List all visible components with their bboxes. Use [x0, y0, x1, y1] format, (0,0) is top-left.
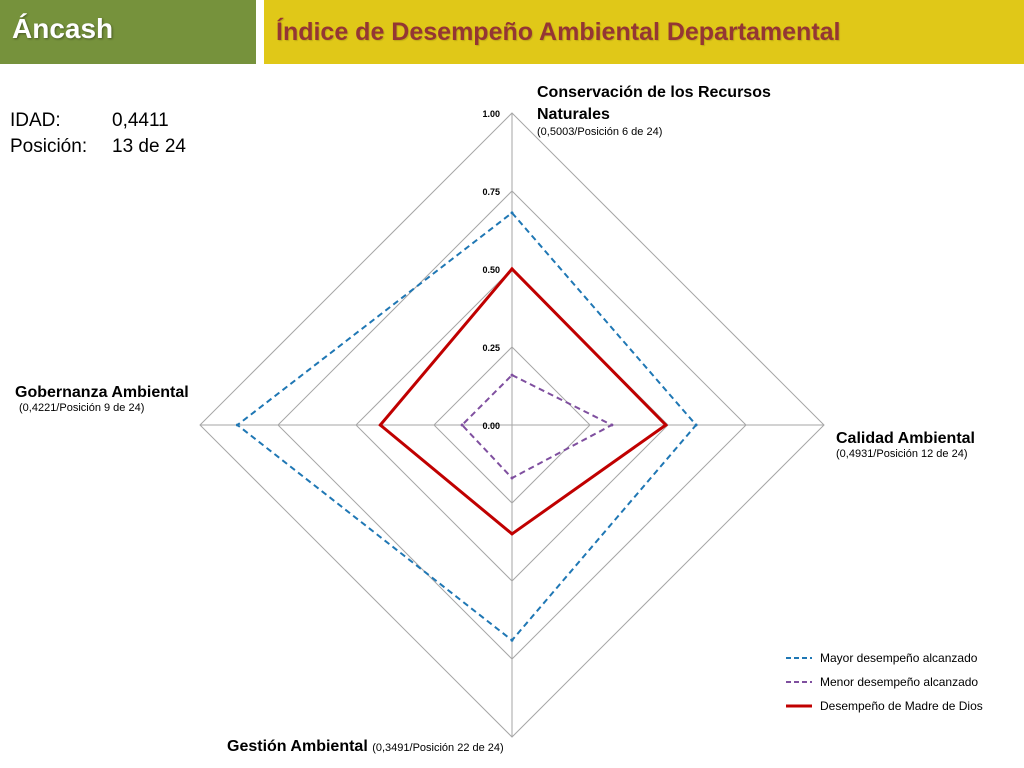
series-2-point-0: [510, 267, 514, 271]
axis-name-gestion: Gestión Ambiental: [227, 738, 368, 755]
position-label: Posición:: [10, 136, 88, 157]
axis-name-conservacion: Conservación de los Recursos Naturales: [537, 84, 771, 123]
axis-detail-gobernanza: (0,4221/Posición 9 de 24): [19, 402, 145, 414]
summary-block: IDAD: 0,4411 Posición: 13 de 24: [10, 108, 186, 160]
page-title: Índice de Desempeño Ambiental Departamen…: [276, 18, 841, 46]
series-0-point-1: [694, 423, 698, 427]
tick-label-0: 0.00: [482, 421, 500, 431]
series-1-point-2: [510, 476, 514, 480]
series-0-point-3: [235, 423, 239, 427]
series-2-point-3: [378, 423, 382, 427]
series-0-point-2: [510, 638, 514, 642]
idad-label: IDAD:: [10, 110, 61, 131]
region-header: Áncash: [0, 0, 256, 64]
series-1-point-1: [610, 423, 614, 427]
region-title: Áncash: [12, 13, 114, 44]
legend-item-madre-de-dios: Desempeño de Madre de Dios: [786, 694, 983, 718]
axis-label-calidad: Calidad Ambiental (0,4931/Posición 12 de…: [836, 430, 975, 460]
legend-label-mayor: Mayor desempeño alcanzado: [820, 651, 978, 665]
tick-label-3: 0.75: [482, 187, 500, 197]
axis-name-gobernanza: Gobernanza Ambiental: [15, 384, 189, 401]
series-1-point-3: [460, 423, 464, 427]
axis-label-gestion: Gestión Ambiental (0,3491/Posición 22 de…: [227, 738, 504, 756]
series-line-2: [378, 266, 669, 536]
series-line-0: [235, 211, 698, 642]
series-1-point-0: [510, 373, 514, 377]
legend-item-menor: Menor desempeño alcanzado: [786, 670, 983, 694]
series-2-point-2: [510, 532, 514, 536]
series-2-point-1: [664, 423, 668, 427]
legend-label-menor: Menor desempeño alcanzado: [820, 675, 979, 689]
axis-detail-conservacion: (0,5003/Posición 6 de 24): [537, 126, 663, 138]
legend-swatch-mayor: [786, 657, 812, 659]
tick-label-1: 0.25: [482, 343, 500, 353]
idad-value: 0,4411: [112, 110, 169, 131]
position-row: Posición: 13 de 24: [10, 134, 186, 160]
idad-row: IDAD: 0,4411: [10, 108, 186, 134]
tick-label-4: 1.00: [482, 109, 500, 119]
legend-item-mayor: Mayor desempeño alcanzado: [786, 646, 983, 670]
tick-label-2: 0.50: [482, 265, 500, 275]
series-0-point-0: [510, 211, 514, 215]
axis-name-calidad: Calidad Ambiental: [836, 430, 975, 447]
legend-swatch-madre-de-dios: [786, 704, 812, 708]
position-value: 13 de 24: [112, 136, 186, 157]
axis-detail-calidad: (0,4931/Posición 12 de 24): [836, 448, 968, 460]
legend-swatch-menor: [786, 681, 812, 683]
axis-label-conservacion: Conservación de los Recursos Naturales (…: [537, 82, 797, 138]
axis-detail-gestion: (0,3491/Posición 22 de 24): [372, 742, 504, 754]
legend-label-madre-de-dios: Desempeño de Madre de Dios: [820, 699, 983, 713]
chart-legend: Mayor desempeño alcanzado Menor desempeñ…: [786, 646, 983, 718]
title-header: Índice de Desempeño Ambiental Departamen…: [264, 0, 1024, 64]
axis-label-gobernanza: Gobernanza Ambiental (0,4221/Posición 9 …: [15, 384, 189, 414]
